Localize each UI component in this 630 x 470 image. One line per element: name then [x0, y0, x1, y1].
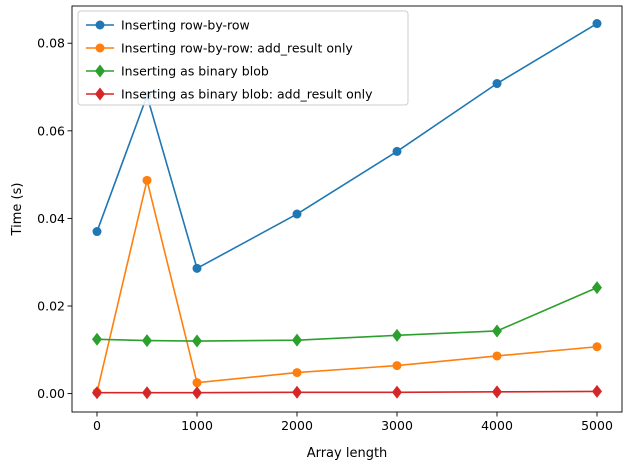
data-point	[392, 328, 402, 342]
data-point	[92, 386, 102, 400]
data-point	[392, 385, 402, 399]
data-point	[192, 378, 202, 388]
y-tick-label: 0.08	[37, 36, 65, 51]
axes-layer: 0 1000 2000 3000 4000 5000 0.00 0.02 0.04 0.06 0.0…	[37, 5, 623, 433]
series-3	[92, 384, 602, 400]
data-point	[192, 263, 202, 273]
data-point	[292, 209, 302, 219]
data-point	[292, 333, 302, 347]
legend-marker	[95, 20, 105, 30]
y-tick-label: 0.02	[37, 299, 65, 314]
data-point	[392, 146, 402, 156]
data-point	[192, 386, 202, 400]
legend-box	[77, 10, 409, 106]
data-point	[492, 324, 502, 338]
legend-label: Inserting row-by-row	[121, 18, 250, 33]
data-point	[492, 79, 502, 89]
legend-entry-0: Inserting row-by-row	[86, 18, 250, 33]
data-point	[92, 332, 102, 346]
data-point	[592, 281, 602, 295]
data-point	[392, 361, 402, 371]
chart-legend: Inserting row-by-row Inserting row-by-row…	[77, 10, 409, 106]
y-tick-label: 0.00	[37, 386, 65, 401]
data-point	[142, 386, 152, 400]
data-point	[292, 368, 302, 378]
legend-marker	[95, 64, 105, 78]
y-tick-label: 0.06	[37, 123, 65, 138]
data-point	[192, 334, 202, 348]
y-tick-label: 0.04	[37, 211, 65, 226]
x-tick-label: 0	[93, 418, 101, 433]
legend-entry-3: Inserting as binary blob: add_result onl…	[86, 87, 373, 102]
x-axis-label: Array length	[307, 446, 388, 461]
legend-entry-1: Inserting row-by-row: add_result only	[86, 41, 353, 56]
data-point	[492, 351, 502, 361]
legend-marker	[95, 87, 105, 101]
legend-label: Inserting as binary blob	[121, 64, 269, 79]
axes-frame	[71, 5, 623, 413]
x-tick-label: 5000	[581, 418, 613, 433]
data-point	[592, 19, 602, 29]
x-tick-label: 3000	[381, 418, 413, 433]
x-tick-label: 1000	[181, 418, 213, 433]
data-point	[292, 385, 302, 399]
series-2	[92, 281, 602, 348]
legend-label: Inserting row-by-row: add_result only	[121, 41, 353, 56]
y-axis-label: Time (s)	[10, 183, 25, 237]
data-point	[492, 385, 502, 399]
x-tick-label: 4000	[481, 418, 513, 433]
data-point	[142, 175, 152, 185]
data-point	[592, 342, 602, 352]
legend-marker	[95, 43, 105, 53]
legend-label: Inserting as binary blob: add_result onl…	[121, 87, 373, 102]
x-tick-label: 2000	[281, 418, 313, 433]
data-point	[92, 227, 102, 237]
data-point	[592, 384, 602, 398]
data-point	[142, 334, 152, 348]
legend-entry-2: Inserting as binary blob	[86, 64, 269, 79]
